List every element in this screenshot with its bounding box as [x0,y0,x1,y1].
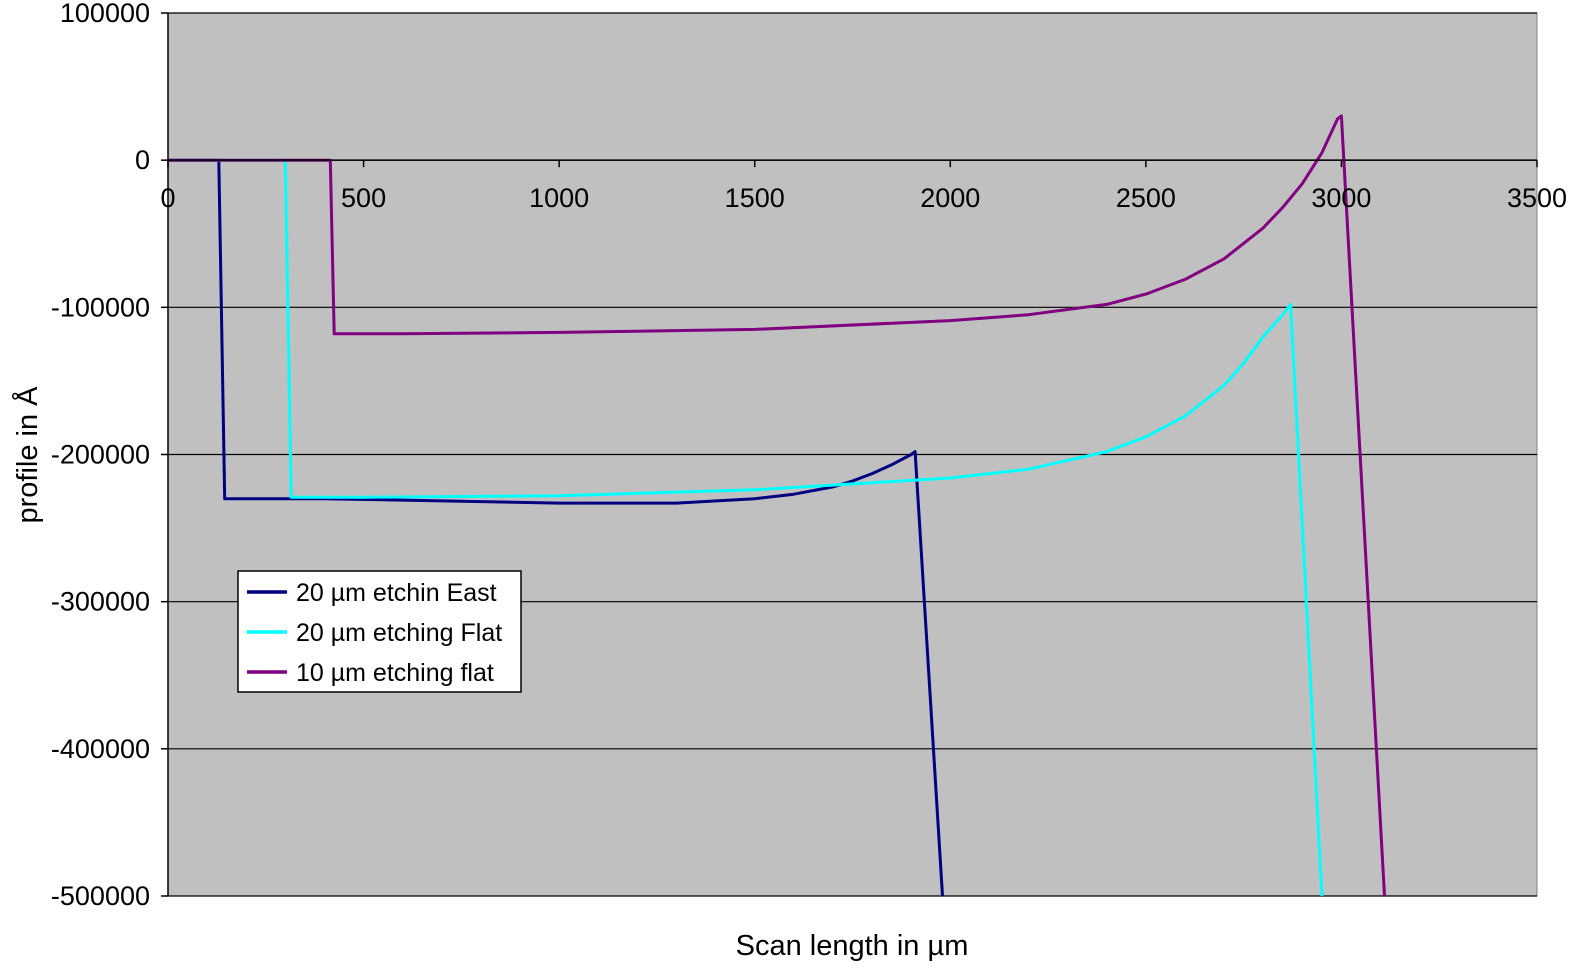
x-axis [167,159,1538,168]
x-tick-label-6: 3000 [1311,183,1371,213]
x-tick-label-7: 3500 [1507,183,1567,213]
y-tick-label-1: 0 [135,145,150,175]
legend-label-1: 20 µm etching Flat [296,619,502,647]
y-tick-label-3: -200000 [51,440,150,470]
legend-label-0: 20 µm etchin East [296,579,497,607]
y-tick-label-0: 100000 [60,0,150,28]
legend: 20 µm etchin East 20 µm etching Flat 10 µm… [237,570,522,693]
x-tick-label-0: 0 [160,183,175,213]
x-tick-label-5: 2500 [1116,183,1176,213]
x-tick-label-3: 1500 [725,183,785,213]
x-tick-label-2: 1000 [529,183,589,213]
series-line-2 [168,114,1386,897]
x-axis-title: Scan length in µm [736,930,969,962]
series-layer [168,114,1386,897]
y-tick-label-6: -500000 [51,881,150,911]
y-tick-label-5: -400000 [51,734,150,764]
legend-label-2: 10 µm etching flat [296,659,494,687]
series-line-1 [168,158,1324,897]
series-line-0 [168,158,944,897]
x-tick-label-4: 2000 [920,183,980,213]
y-tick-label-4: -300000 [51,587,150,617]
y-axis [161,12,169,897]
y-tick-labels: 100000 0 -100000 -200000 -300000 -400000 -5000… [51,0,150,911]
x-tick-labels: 0 500 1000 1500 2000 2500 3000 3500 [160,183,1567,213]
x-tick-label-1: 500 [341,183,386,213]
y-axis-title: profile in Å [11,386,44,524]
y-tick-label-2: -100000 [51,292,150,322]
